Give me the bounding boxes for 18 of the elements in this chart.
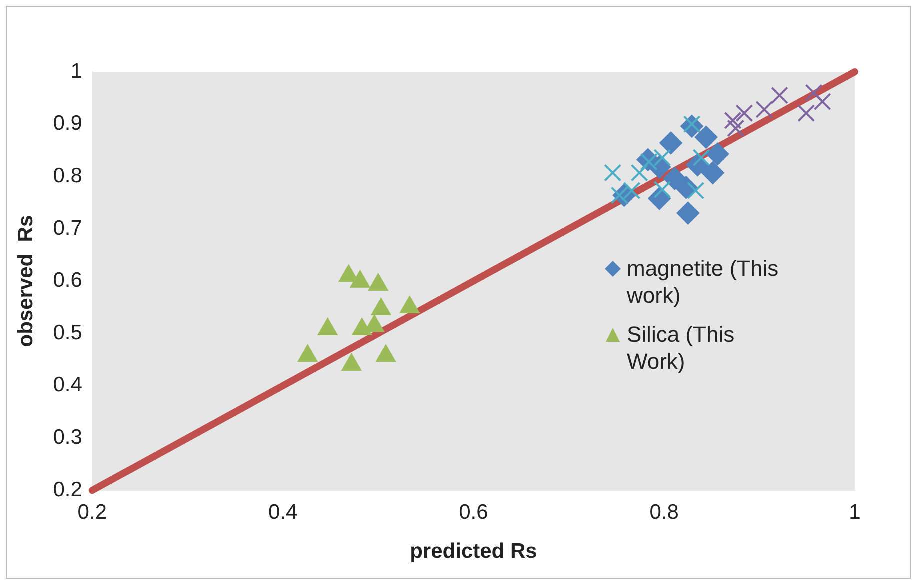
y-tick-label: 1 (70, 60, 82, 83)
y-axis-title: observed Rs (14, 215, 38, 348)
x-tick-label: 0.6 (459, 500, 488, 524)
x-tick-label: 1 (849, 500, 861, 524)
y-tick-label: 0.4 (53, 374, 83, 397)
legend-label: magnetite (This work) (627, 255, 780, 310)
legend-label: Silica (This Work) (627, 321, 736, 376)
y-tick-label: 0.3 (53, 426, 82, 450)
x-tick-label: 0.8 (650, 500, 679, 524)
y-tick-label: 0.2 (53, 478, 82, 502)
y-tick-label: 0.7 (53, 216, 82, 240)
x-tick-label: 0.2 (78, 500, 107, 524)
y-tick-label: 0.9 (53, 112, 82, 136)
x-tick-label: 0.4 (268, 500, 298, 524)
y-tick-label: 0.5 (53, 321, 82, 344)
x-axis-title: predicted Rs (410, 540, 538, 564)
y-tick-label: 0.6 (53, 269, 82, 292)
y-tick-label: 0.8 (53, 164, 82, 188)
